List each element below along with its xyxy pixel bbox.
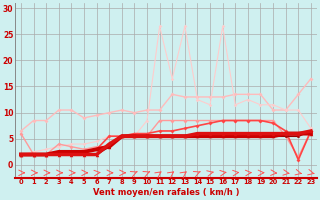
X-axis label: Vent moyen/en rafales ( km/h ): Vent moyen/en rafales ( km/h ) (93, 188, 239, 197)
